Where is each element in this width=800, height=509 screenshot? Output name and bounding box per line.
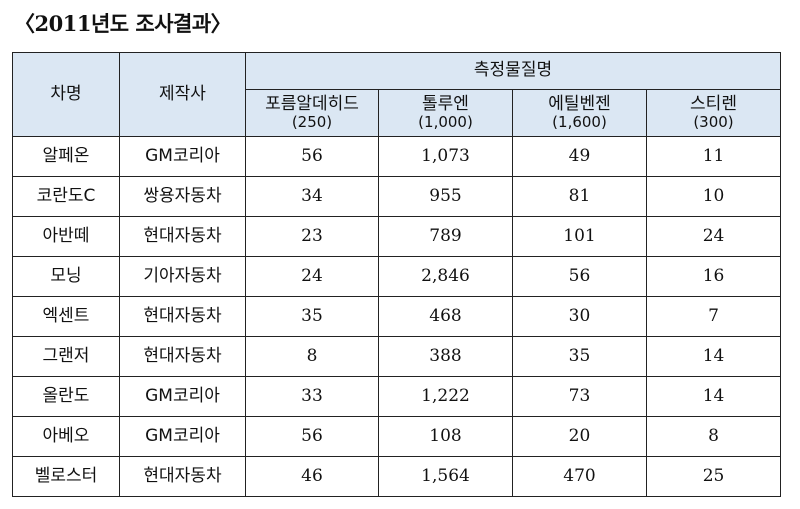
value-cell: 56: [512, 256, 647, 297]
value-cell: 388: [378, 336, 513, 377]
value-cell: 8: [245, 336, 379, 377]
manufacturer-cell: 기아자동차: [119, 256, 246, 297]
value-cell: 56: [245, 136, 379, 177]
manufacturer-cell: 현대자동차: [119, 296, 246, 337]
header-substance: 스티렌 (300): [645, 89, 782, 137]
table-body: 알페온 GM코리아 56 1,073 49 11 코란도C 쌍용자동차 34 955 81 10 아반떼…: [12, 136, 782, 497]
car-name-cell: 코란도C: [12, 176, 120, 217]
substance-name: 톨루엔: [422, 93, 469, 114]
value-cell: 101: [512, 216, 647, 257]
substance-limit: (300): [693, 113, 734, 132]
value-cell: 34: [245, 176, 379, 217]
table-row: 벨로스터 현대자동차 46 1,564 470 25: [12, 456, 782, 497]
value-cell: 8: [645, 416, 782, 457]
table-row: 올란도 GM코리아 33 1,222 73 14: [12, 376, 782, 417]
value-cell: 1,222: [378, 376, 513, 417]
value-cell: 14: [645, 336, 782, 377]
header-substance: 톨루엔 (1,000): [378, 89, 513, 137]
value-cell: 56: [245, 416, 379, 457]
table-row: 코란도C 쌍용자동차 34 955 81 10: [12, 176, 782, 217]
car-name-cell: 벨로스터: [12, 456, 120, 497]
value-cell: 20: [512, 416, 647, 457]
car-name-cell: 모닝: [12, 256, 120, 297]
value-cell: 35: [512, 336, 647, 377]
value-cell: 470: [512, 456, 647, 497]
substance-limit: (1,000): [418, 113, 473, 132]
manufacturer-cell: 현대자동차: [119, 456, 246, 497]
value-cell: 10: [645, 176, 782, 217]
value-cell: 789: [378, 216, 513, 257]
value-cell: 24: [245, 256, 379, 297]
substance-name: 포름알데히드: [265, 93, 359, 114]
table-row: 그랜저 현대자동차 8 388 35 14: [12, 336, 782, 377]
value-cell: 30: [512, 296, 647, 337]
table-row: 아베오 GM코리아 56 108 20 8: [12, 416, 782, 457]
header-substance: 에틸벤젠 (1,600): [512, 89, 647, 137]
manufacturer-cell: 쌍용자동차: [119, 176, 246, 217]
table-row: 아반떼 현대자동차 23 789 101 24: [12, 216, 782, 257]
header-manufacturer: 제작사: [119, 52, 246, 137]
value-cell: 7: [645, 296, 782, 337]
header-substance: 포름알데히드 (250): [245, 89, 379, 137]
car-name-cell: 올란도: [12, 376, 120, 417]
manufacturer-cell: GM코리아: [119, 416, 246, 457]
value-cell: 16: [645, 256, 782, 297]
table-row: 알페온 GM코리아 56 1,073 49 11: [12, 136, 782, 177]
value-cell: 23: [245, 216, 379, 257]
value-cell: 11: [645, 136, 782, 177]
table-row: 모닝 기아자동차 24 2,846 56 16: [12, 256, 782, 297]
value-cell: 35: [245, 296, 379, 337]
document-title: 〈2011년도 조사결과〉: [14, 11, 232, 36]
car-name-cell: 아베오: [12, 416, 120, 457]
header-car-name: 차명: [12, 52, 120, 137]
value-cell: 1,564: [378, 456, 513, 497]
value-cell: 33: [245, 376, 379, 417]
car-name-cell: 그랜저: [12, 336, 120, 377]
header-substance-group: 측정물질명: [244, 52, 782, 90]
value-cell: 25: [645, 456, 782, 497]
value-cell: 1,073: [378, 136, 513, 177]
results-table: 차명 제작사 측정물질명 포름알데히드 (250) 톨루엔 (1,000) 에틸…: [12, 52, 782, 497]
manufacturer-cell: GM코리아: [119, 376, 246, 417]
substance-limit: (250): [291, 113, 333, 132]
value-cell: 468: [378, 296, 513, 337]
car-name-cell: 알페온: [12, 136, 120, 177]
car-name-cell: 아반떼: [12, 216, 120, 257]
value-cell: 73: [512, 376, 647, 417]
value-cell: 14: [645, 376, 782, 417]
value-cell: 24: [645, 216, 782, 257]
manufacturer-cell: 현대자동차: [119, 336, 246, 377]
value-cell: 46: [245, 456, 379, 497]
value-cell: 955: [378, 176, 513, 217]
car-name-cell: 엑센트: [12, 296, 120, 337]
substance-limit: (1,600): [552, 113, 607, 132]
substance-name: 에틸벤젠: [548, 93, 611, 114]
value-cell: 49: [512, 136, 647, 177]
value-cell: 81: [512, 176, 647, 217]
value-cell: 2,846: [378, 256, 513, 297]
table-row: 엑센트 현대자동차 35 468 30 7: [12, 296, 782, 337]
manufacturer-cell: 현대자동차: [119, 216, 246, 257]
value-cell: 108: [378, 416, 513, 457]
manufacturer-cell: GM코리아: [119, 136, 246, 177]
substance-name: 스티렌: [690, 93, 737, 114]
